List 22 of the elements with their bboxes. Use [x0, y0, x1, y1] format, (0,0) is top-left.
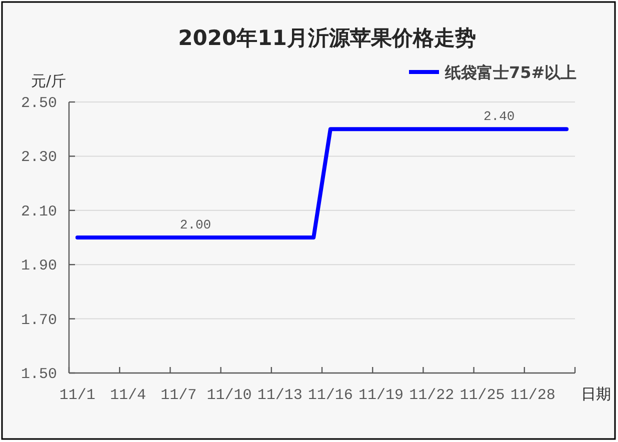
x-tick-label: 11/13	[257, 387, 302, 404]
legend-label: 纸袋富士75#以上	[444, 63, 577, 82]
x-tick-label: 11/22	[409, 387, 454, 404]
y-tick-label: 1.90	[20, 258, 57, 275]
x-tick-label: 11/28	[510, 387, 556, 404]
y-axis-title: 元/斤	[31, 72, 66, 90]
x-tick-label: 11/1	[59, 387, 96, 404]
x-tick-label: 11/7	[160, 387, 197, 404]
x-tick-label: 11/10	[206, 387, 252, 404]
x-tick-label: 11/16	[308, 387, 353, 404]
y-tick-label: 2.50	[20, 95, 57, 112]
data-label: 2.00	[180, 218, 212, 232]
x-tick-label: 11/19	[358, 387, 404, 404]
y-tick-label: 2.30	[20, 149, 57, 166]
y-tick-label: 2.10	[20, 203, 57, 220]
x-axis-title: 日期	[581, 385, 611, 403]
x-tick-label: 11/25	[460, 387, 505, 404]
data-label: 2.40	[483, 109, 515, 124]
y-tick-label: 1.50	[20, 366, 57, 383]
chart-title: 2020年11月沂源苹果价格走势	[178, 26, 476, 50]
y-tick-label: 1.70	[20, 312, 57, 329]
x-tick-label: 11/4	[110, 387, 146, 404]
